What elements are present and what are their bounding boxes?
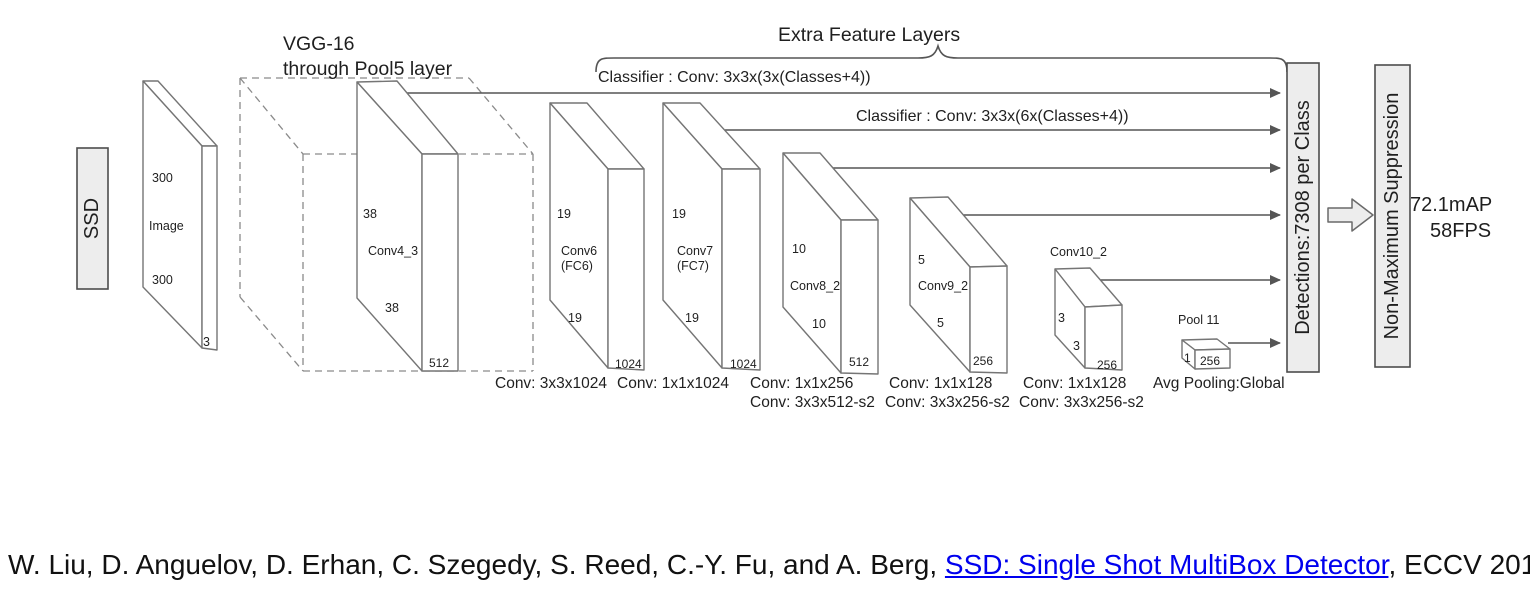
conv6-dim-bottom: 19 bbox=[568, 311, 582, 325]
feature-map-arrows bbox=[407, 88, 1281, 348]
conv7-dim-top: 19 bbox=[672, 207, 686, 221]
conv6-name: Conv6 bbox=[561, 244, 597, 258]
classifier2-label: Classifier : Conv: 3x3x(6x(Classes+4)) bbox=[856, 108, 1129, 125]
conv6-sub: (FC6) bbox=[561, 259, 593, 273]
conv4_3-dim-top: 38 bbox=[363, 207, 377, 221]
conv8-op1: Conv: 1x1x256 bbox=[750, 375, 853, 392]
ssd-input-box: SSD bbox=[76, 147, 109, 290]
pool11-op: Avg Pooling:Global bbox=[1153, 375, 1285, 392]
pool11-channels: 256 bbox=[1200, 354, 1220, 368]
pool11-dim: 1 bbox=[1184, 351, 1191, 365]
conv6-dim-top: 19 bbox=[557, 207, 571, 221]
conv9-op2: Conv: 3x3x256-s2 bbox=[885, 394, 1010, 411]
metric-fps: 58FPS bbox=[1430, 220, 1491, 242]
conv4_3-dim-bottom: 38 bbox=[385, 301, 399, 315]
classifier1-label: Classifier : Conv: 3x3x(3x(Classes+4)) bbox=[598, 69, 871, 86]
conv4_3-slab: 38 Conv4_3 38 512 bbox=[356, 80, 459, 372]
conv8_2-slab: 10 Conv8_2 10 512 bbox=[782, 152, 879, 375]
conv6-op: Conv: 3x3x1024 bbox=[495, 375, 607, 392]
conv10_2-name: Conv10_2 bbox=[1050, 245, 1107, 259]
image-dim-bottom: 300 bbox=[152, 273, 173, 287]
op-labels: Conv: 3x3x1024 Conv: 1x1x1024 Conv: 1x1x… bbox=[495, 375, 1285, 411]
ssd-architecture-diagram: SSD 300 Image 300 3 38 Conv4_3 38 512 19… bbox=[76, 24, 1492, 411]
conv7-name: Conv7 bbox=[677, 244, 713, 258]
conv10-op2: Conv: 3x3x256-s2 bbox=[1019, 394, 1144, 411]
conv9_2-channels: 256 bbox=[973, 354, 993, 368]
conv7-sub: (FC7) bbox=[677, 259, 709, 273]
image-label: Image bbox=[149, 219, 184, 233]
vgg-title-line2: through Pool5 layer bbox=[283, 58, 453, 80]
extra-layers-brace bbox=[595, 43, 1288, 73]
image-channels: 3 bbox=[203, 335, 210, 349]
ssd-label: SSD bbox=[81, 198, 103, 239]
image-side-face bbox=[201, 145, 218, 351]
nms-label: Non-Maximum Suppression bbox=[1381, 93, 1403, 340]
paper-link[interactable]: SSD: Single Shot MultiBox Detector bbox=[944, 549, 1389, 580]
conv9-op1: Conv: 1x1x128 bbox=[889, 375, 992, 392]
conv9_2-slab: 5 Conv9_2 5 256 bbox=[909, 196, 1008, 374]
conv10_2-dim-top: 3 bbox=[1058, 311, 1065, 325]
citation-venue: , ECCV 2016 bbox=[1388, 549, 1530, 580]
conv9_2-dim-bottom: 5 bbox=[937, 316, 944, 330]
conv8_2-dim-bottom: 10 bbox=[812, 317, 826, 331]
input-image-slab: 300 Image 300 3 bbox=[142, 80, 218, 351]
block-arrow bbox=[1327, 198, 1374, 232]
conv10_2-slab: Conv10_2 3 3 256 bbox=[1050, 245, 1123, 372]
conv9_2-name: Conv9_2 bbox=[918, 279, 968, 293]
conv4_3-channels: 512 bbox=[429, 356, 449, 370]
conv4_3-name: Conv4_3 bbox=[368, 244, 418, 258]
conv9_2-dim-top: 5 bbox=[918, 253, 925, 267]
conv10-op1: Conv: 1x1x128 bbox=[1023, 375, 1126, 392]
conv8_2-name: Conv8_2 bbox=[790, 279, 840, 293]
conv10_2-dim-bottom: 3 bbox=[1073, 339, 1080, 353]
conv8-op2: Conv: 3x3x512-s2 bbox=[750, 394, 875, 411]
conv6-slab: 19 Conv6 (FC6) 19 1024 bbox=[549, 102, 645, 371]
pool11-slab: Pool 11 1 256 bbox=[1178, 313, 1231, 370]
conv7-dim-bottom: 19 bbox=[685, 311, 699, 325]
extra-feature-layers-title: Extra Feature Layers bbox=[778, 24, 960, 46]
conv8_2-channels: 512 bbox=[849, 355, 869, 369]
citation-authors: W. Liu, D. Anguelov, D. Erhan, C. Szeged… bbox=[8, 549, 945, 580]
conv7-op: Conv: 1x1x1024 bbox=[617, 375, 729, 392]
conv6-channels: 1024 bbox=[615, 357, 642, 371]
pool11-name: Pool 11 bbox=[1178, 313, 1220, 327]
conv7-channels: 1024 bbox=[730, 357, 757, 371]
conv7-slab: 19 Conv7 (FC7) 19 1024 bbox=[662, 102, 761, 371]
image-dim-top: 300 bbox=[152, 171, 173, 185]
conv10_2-channels: 256 bbox=[1097, 358, 1117, 372]
nms-box: Non-Maximum Suppression bbox=[1374, 64, 1411, 368]
metric-map: 72.1mAP bbox=[1410, 194, 1492, 216]
detections-box: Detections:7308 per Class bbox=[1286, 62, 1320, 373]
citation: W. Liu, D. Anguelov, D. Erhan, C. Szeged… bbox=[8, 549, 1530, 581]
vgg-title-line1: VGG-16 bbox=[283, 33, 355, 55]
detections-label: Detections:7308 per Class bbox=[1292, 100, 1314, 335]
conv8_2-dim-top: 10 bbox=[792, 242, 806, 256]
